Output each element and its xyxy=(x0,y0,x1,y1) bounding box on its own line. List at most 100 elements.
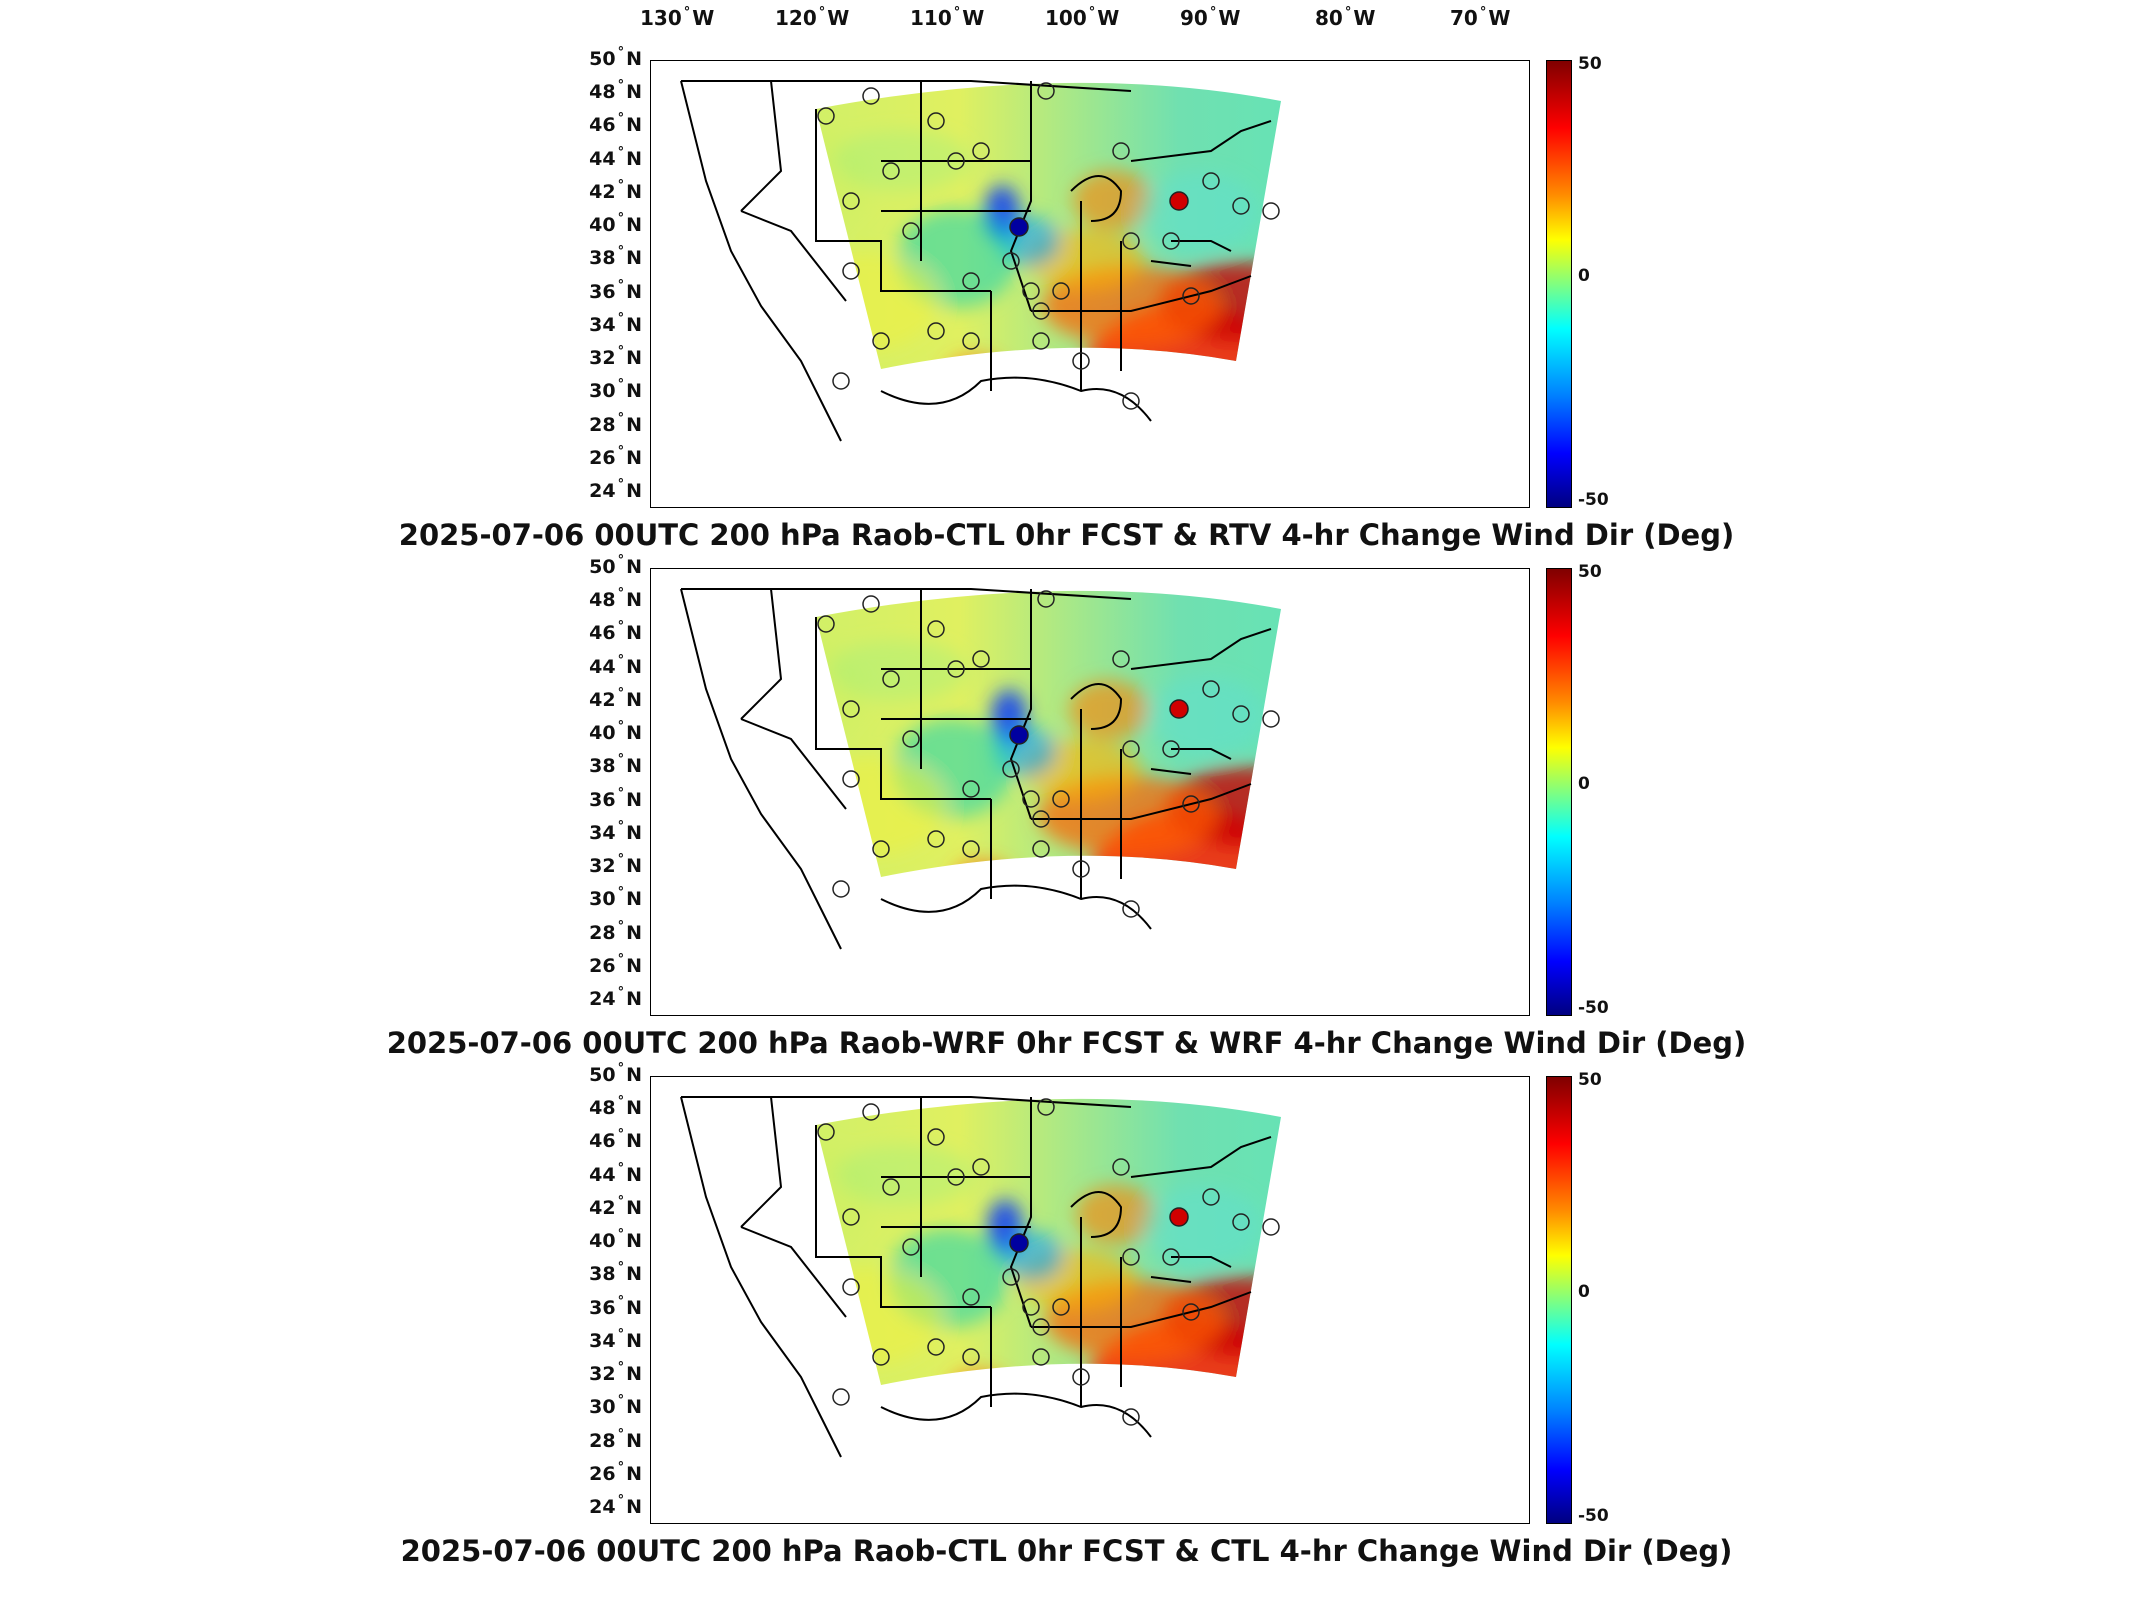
latitude-label: 28 ° N xyxy=(542,918,642,944)
latitude-hemisphere: N xyxy=(626,247,642,270)
longitude-value: 70 xyxy=(1450,6,1478,30)
raob-station-marker xyxy=(1037,590,1055,608)
raob-station-marker xyxy=(972,142,990,160)
latitude-value: 24 xyxy=(589,1496,616,1518)
latitude-hemisphere: N xyxy=(626,988,642,1010)
raob-station-marker xyxy=(962,780,980,798)
raob-stations xyxy=(817,82,1280,410)
latitude-label: 32 ° N xyxy=(542,852,642,878)
latitude-hemisphere: N xyxy=(626,589,642,612)
latitude-label: 48 ° N xyxy=(542,1094,642,1120)
latitude-label: 40 ° N xyxy=(542,211,642,236)
longitude-hemisphere: W xyxy=(1353,6,1376,30)
raob-station-marker-low xyxy=(1009,217,1029,237)
latitude-hemisphere: N xyxy=(626,954,642,977)
latitude-label: 44 ° N xyxy=(542,144,642,170)
degree-symbol: ° xyxy=(953,5,961,20)
boundary-line xyxy=(815,617,991,800)
latitude-hemisphere: N xyxy=(626,688,642,711)
latitude-label: 38 ° N xyxy=(542,1260,642,1285)
raob-station-marker xyxy=(1032,1348,1050,1366)
latitude-label: 38 ° N xyxy=(542,244,642,270)
latitude-hemisphere: N xyxy=(626,1196,642,1219)
degree-symbol: ° xyxy=(617,918,625,934)
raob-station-marker-high xyxy=(1169,699,1189,719)
longitude-hemisphere: W xyxy=(827,6,850,30)
longitude-hemisphere: W xyxy=(1218,6,1241,30)
raob-station-marker xyxy=(1262,710,1280,728)
latitude-label: 28 ° N xyxy=(542,1427,642,1452)
degree-symbol: ° xyxy=(617,211,625,227)
raob-station-marker-high xyxy=(1169,1207,1189,1227)
longitude-label: 110 ° W xyxy=(910,5,984,30)
degree-symbol: ° xyxy=(617,1193,625,1209)
latitude-label: 42 ° N xyxy=(542,178,642,203)
latitude-value: 50 xyxy=(589,556,616,578)
latitude-label: 44 ° N xyxy=(542,653,642,678)
raob-station-marker xyxy=(817,107,835,125)
degree-symbol: ° xyxy=(617,785,625,801)
boundary-line xyxy=(681,80,1132,92)
field-anomaly xyxy=(816,1267,941,1367)
raob-station-marker xyxy=(1002,760,1020,778)
latitude-hemisphere: N xyxy=(626,855,642,878)
degree-symbol: ° xyxy=(617,553,625,568)
boundary-line xyxy=(680,80,842,442)
boundary-line xyxy=(680,1096,842,1458)
boundary-line xyxy=(815,109,991,292)
degree-symbol: ° xyxy=(617,586,625,602)
raob-station-marker xyxy=(927,322,945,340)
raob-station-marker-low xyxy=(1009,1233,1029,1253)
latitude-value: 36 xyxy=(589,788,616,811)
wind-direction-change-map xyxy=(680,588,1281,950)
raob-station-marker xyxy=(972,1158,990,1176)
raob-station-marker xyxy=(817,615,835,633)
model-domain-field xyxy=(816,590,1281,878)
boundary-line xyxy=(880,1392,1152,1438)
latitude-label: 34 ° N xyxy=(542,1327,642,1352)
latitude-hemisphere: N xyxy=(626,48,642,70)
longitude-hemisphere: W xyxy=(692,6,715,30)
raob-station-marker xyxy=(902,1238,920,1256)
latitude-label: 48 ° N xyxy=(542,586,642,612)
latitude-hemisphere: N xyxy=(626,921,642,944)
raob-station-marker xyxy=(927,830,945,848)
latitude-value: 48 xyxy=(589,1097,616,1120)
latitude-value: 28 xyxy=(589,1429,616,1452)
degree-symbol: ° xyxy=(617,277,625,293)
raob-station-marker-low xyxy=(1009,725,1029,745)
boundary-line xyxy=(1070,1191,1123,1238)
map-frame xyxy=(650,568,1530,1016)
longitude-label: 70 ° W xyxy=(1450,5,1510,30)
raob-station-marker xyxy=(882,162,900,180)
wind-direction-change-map xyxy=(680,1096,1281,1458)
boundary-line xyxy=(1070,683,1123,730)
latitude-value: 36 xyxy=(589,280,616,303)
field-anomaly xyxy=(1076,1184,1156,1245)
raob-station-marker xyxy=(1072,352,1090,370)
degree-symbol: ° xyxy=(1088,5,1096,20)
map-frame xyxy=(650,1076,1530,1524)
degree-symbol: ° xyxy=(617,310,625,326)
boundary-line xyxy=(740,80,783,212)
state-boundaries xyxy=(680,80,1272,442)
latitude-hemisphere: N xyxy=(626,1363,642,1386)
latitude-value: 46 xyxy=(589,622,616,645)
latitude-label: 34 ° N xyxy=(542,819,642,844)
degree-symbol: ° xyxy=(617,1127,625,1143)
raob-station-marker-high xyxy=(1169,191,1189,211)
degree-symbol: ° xyxy=(617,1393,625,1409)
degree-symbol: ° xyxy=(617,1360,625,1376)
latitude-hemisphere: N xyxy=(626,1462,642,1485)
raob-station-marker xyxy=(927,112,945,130)
state-boundaries xyxy=(680,1096,1272,1458)
raob-station-marker xyxy=(842,192,860,210)
latitude-label: 40 ° N xyxy=(542,719,642,744)
raob-station-marker xyxy=(1122,1248,1140,1266)
raob-station-marker xyxy=(1022,282,1040,300)
degree-symbol: ° xyxy=(617,144,625,160)
raob-station-marker xyxy=(1122,740,1140,758)
degree-symbol: ° xyxy=(683,5,691,20)
raob-station-marker xyxy=(1072,1368,1090,1386)
degree-symbol: ° xyxy=(1209,5,1217,20)
